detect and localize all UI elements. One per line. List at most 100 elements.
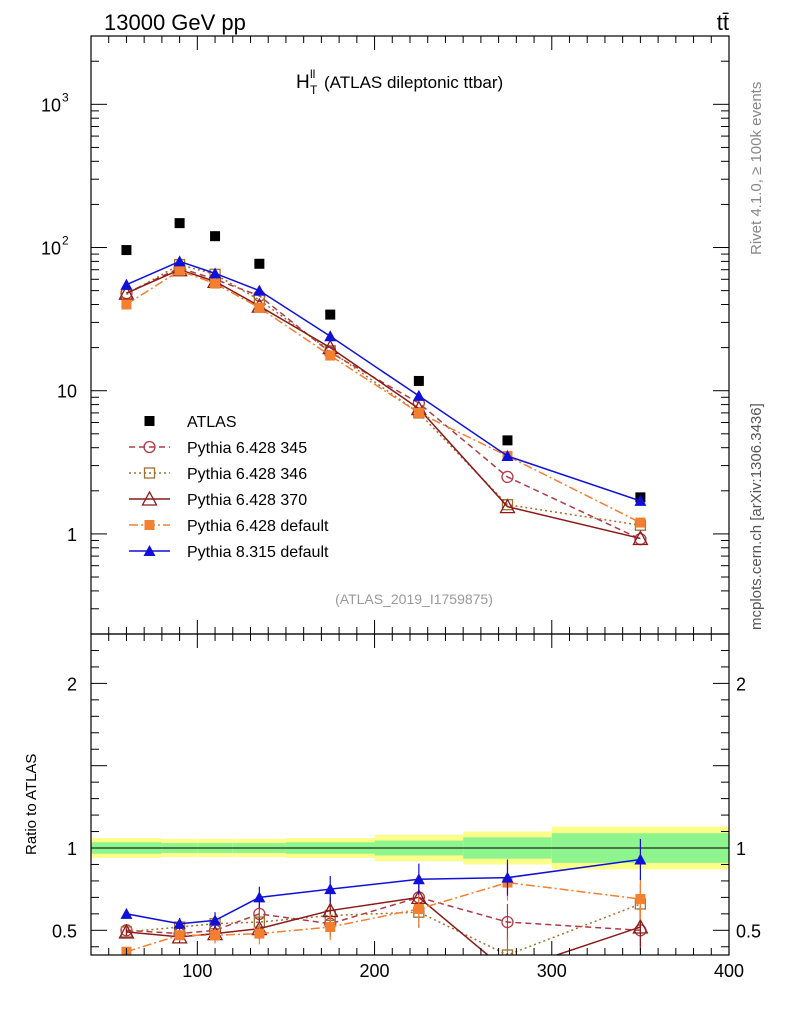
series-line (126, 260, 641, 502)
legend-label: Pythia 8.315 default (187, 544, 329, 561)
legend-marker (144, 520, 155, 530)
data-point (210, 231, 221, 242)
legend-label: Pythia 6.428 346 (187, 466, 307, 483)
data-point (632, 530, 649, 546)
legend-marker (143, 440, 156, 454)
ratio-line (126, 903, 641, 955)
ratio-point (253, 891, 266, 903)
ratio-series-pythia-6-428-default (121, 864, 646, 955)
x-tick-label: 300 (537, 961, 567, 981)
ratio-line (126, 858, 641, 925)
y-tick-label: 10 (57, 382, 77, 402)
data-point (174, 265, 185, 276)
x-tick-label: 200 (360, 961, 390, 981)
ratio-line (126, 896, 641, 935)
ratio-y-tick-label-right: 2 (736, 674, 746, 694)
ratio-y-tick-label-left: 1 (67, 839, 77, 859)
data-point (634, 494, 647, 506)
data-point (325, 309, 336, 320)
series-pythia-6-428-346 (120, 258, 647, 531)
ratio-line (126, 881, 641, 953)
ratio-series-pythia-8-315-default (120, 838, 647, 930)
ratio-y-tick-label-right: 1 (736, 839, 746, 859)
data-point (412, 389, 425, 401)
ratio-point (501, 871, 514, 883)
data-point (118, 284, 135, 300)
ratio-series-pythia-6-428-346 (120, 883, 647, 955)
data-point (324, 330, 337, 342)
data-point (325, 350, 336, 361)
legend-label: Pythia 6.428 345 (187, 440, 307, 457)
data-point (120, 278, 133, 290)
data-point (502, 435, 513, 446)
data-point (254, 302, 265, 313)
data-point (635, 517, 646, 528)
data-point (209, 267, 222, 279)
ratio-point (173, 917, 186, 929)
ratio-point (209, 914, 222, 926)
legend-label: Pythia 6.428 default (187, 518, 329, 535)
data-point (121, 245, 132, 256)
y-tick-label: 10 (41, 95, 61, 115)
legend-entry: Pythia 6.428 370 (129, 490, 307, 509)
ratio-ylabel: Ratio to ATLAS (23, 754, 40, 855)
ratio-y-tick-label-left: 0.5 (52, 921, 77, 941)
data-point (253, 284, 266, 296)
header-process: tt̄ (717, 10, 729, 35)
analysis-id: (ATLAS_2019_I1759875) (335, 591, 493, 607)
y-tick-label: 1 (67, 525, 77, 545)
ratio-point (501, 915, 514, 929)
legend: ATLAS Pythia 6.428 345 Pythia 6.428 346 Pyt… (129, 414, 329, 561)
title-subscript: T (310, 83, 318, 97)
ratio-point (634, 853, 647, 865)
data-point (121, 299, 132, 310)
ratio-point (254, 928, 265, 939)
ratio-point (413, 903, 424, 914)
data-point (210, 278, 221, 289)
data-point (173, 255, 186, 267)
series-pythia-6-428-default (121, 265, 646, 528)
data-point (413, 375, 424, 386)
y-tick-label: 10 (41, 239, 61, 259)
x-tick-label: 100 (182, 961, 212, 981)
rivet-version-label: Rivet 4.1.0, ≥ 100k events (748, 82, 765, 255)
legend-marker (143, 467, 156, 479)
ratio-point (635, 894, 646, 905)
data-point (413, 407, 424, 418)
series-atlas (121, 218, 646, 503)
ratio-point (632, 918, 649, 934)
data-point (174, 218, 185, 229)
title-main: H (296, 72, 310, 93)
legend-marker (141, 490, 158, 506)
title-rest: (ATLAS dileptonic ttbar) (324, 73, 503, 92)
data-point (501, 450, 514, 462)
data-point (499, 498, 516, 514)
legend-entry: Pythia 8.315 default (129, 544, 329, 561)
plot-title: H ll T (ATLAS dileptonic ttbar) (296, 67, 503, 97)
series-pythia-8-315-default (120, 255, 647, 506)
ratio-point (325, 922, 336, 933)
x-tick-label: 400 (714, 961, 744, 981)
ratio-point (210, 930, 221, 941)
legend-entry: Pythia 6.428 default (129, 518, 329, 535)
ratio-point (501, 949, 514, 955)
series-line (126, 263, 641, 526)
ratio-y-tick-label-right: 0.5 (736, 921, 761, 941)
ratio-point (412, 873, 425, 885)
mcplots-label: mcplots.cern.ch [arXiv:1306.3436] (748, 403, 765, 630)
ratio-point (174, 930, 185, 941)
legend-marker (144, 416, 155, 426)
header-energy: 13000 GeV pp (104, 10, 246, 35)
legend-marker (143, 545, 156, 556)
y-tick-label-exponent: 2 (62, 234, 69, 248)
ratio-point (118, 923, 135, 939)
y-tick-label-exponent: 3 (62, 90, 69, 104)
legend-label: ATLAS (187, 414, 237, 431)
legend-entry: Pythia 6.428 346 (129, 466, 307, 483)
series-line (126, 268, 641, 540)
legend-entry: ATLAS (144, 414, 237, 431)
ratio-point (500, 964, 514, 977)
title-superscript: ll (310, 67, 315, 81)
ratio-y-tick-label-left: 2 (67, 674, 77, 694)
